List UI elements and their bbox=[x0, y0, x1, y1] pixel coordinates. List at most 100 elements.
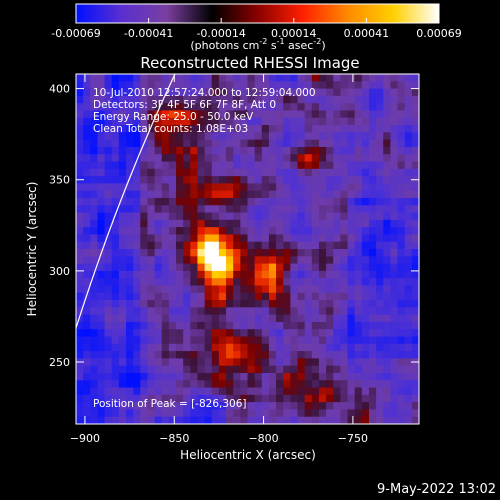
heatmap-cell bbox=[240, 372, 249, 381]
heatmap-cell bbox=[376, 285, 384, 294]
heatmap-cell bbox=[397, 263, 406, 272]
heatmap-cell bbox=[211, 241, 220, 250]
heatmap-cell bbox=[318, 190, 327, 199]
heatmap-cell bbox=[126, 402, 134, 411]
heatmap-cell bbox=[404, 161, 413, 170]
heatmap-cell bbox=[390, 343, 399, 352]
heatmap-cell bbox=[361, 161, 370, 170]
heatmap-cell bbox=[276, 358, 284, 367]
heatmap-cell bbox=[176, 103, 184, 112]
heatmap-cell bbox=[97, 117, 106, 126]
heatmap-cell bbox=[268, 88, 277, 97]
heatmap-cell bbox=[283, 285, 291, 294]
heatmap-cell bbox=[104, 234, 113, 243]
heatmap-cell bbox=[154, 409, 163, 418]
heatmap-cell bbox=[318, 256, 327, 265]
heatmap-cell bbox=[76, 117, 84, 126]
heatmap-cell bbox=[297, 314, 306, 323]
heatmap-cell bbox=[154, 176, 163, 184]
heatmap-cell bbox=[104, 307, 113, 316]
heatmap-cell bbox=[154, 358, 163, 367]
heatmap-cell bbox=[118, 125, 127, 133]
heatmap-cell bbox=[204, 81, 213, 90]
heatmap-cell bbox=[368, 270, 377, 279]
heatmap-cell bbox=[133, 74, 141, 82]
heatmap-cell bbox=[97, 343, 106, 352]
heatmap-cell bbox=[233, 358, 241, 367]
heatmap-cell bbox=[304, 409, 313, 418]
heatmap-cell bbox=[240, 103, 249, 112]
heatmap-cell bbox=[283, 234, 291, 243]
heatmap-cell bbox=[197, 329, 206, 338]
heatmap-cell bbox=[311, 372, 320, 381]
heatmap-cell bbox=[240, 402, 249, 411]
heatmap-cell bbox=[340, 146, 349, 155]
heatmap-cell bbox=[126, 387, 134, 396]
heatmap-cell bbox=[147, 249, 156, 257]
heatmap-cell bbox=[83, 321, 91, 330]
heatmap-cell bbox=[133, 321, 141, 330]
heatmap-cell bbox=[147, 154, 156, 163]
heatmap-cell bbox=[283, 314, 291, 323]
heatmap-cell bbox=[340, 219, 349, 228]
heatmap-cell bbox=[147, 110, 156, 119]
heatmap-cell bbox=[347, 402, 356, 411]
heatmap-cell bbox=[297, 256, 306, 265]
heatmap-cell bbox=[140, 365, 149, 374]
heatmap-cell bbox=[104, 380, 113, 389]
heatmap-cell bbox=[133, 161, 141, 170]
heatmap-cell bbox=[333, 285, 341, 294]
heatmap-cell bbox=[297, 95, 306, 104]
heatmap-cell bbox=[261, 387, 270, 396]
heatmap-cell bbox=[204, 234, 213, 243]
heatmap-cell bbox=[183, 190, 191, 199]
heatmap-cell bbox=[161, 358, 170, 367]
heatmap-cell bbox=[233, 343, 241, 352]
heatmap-cell bbox=[204, 139, 213, 148]
heatmap-cell bbox=[126, 95, 134, 104]
heatmap-cell bbox=[276, 329, 284, 338]
heatmap-cell bbox=[340, 183, 349, 192]
heatmap-cell bbox=[190, 394, 199, 403]
heatmap-cell bbox=[333, 365, 341, 374]
heatmap-cell bbox=[290, 132, 299, 141]
heatmap-cell bbox=[290, 336, 299, 345]
heatmap-cell bbox=[133, 270, 141, 279]
heatmap-cell bbox=[383, 241, 392, 250]
heatmap-cell bbox=[333, 103, 341, 112]
heatmap-cell bbox=[354, 146, 363, 155]
heatmap-cell bbox=[90, 372, 99, 381]
heatmap-cell bbox=[147, 416, 156, 424]
heatmap-cell bbox=[340, 197, 349, 206]
heatmap-cell bbox=[283, 154, 291, 163]
heatmap-cell bbox=[211, 380, 220, 389]
heatmap-cell bbox=[83, 74, 91, 82]
heatmap-cell bbox=[304, 117, 313, 126]
annotation-clean-counts: Clean Total counts: 1.08E+03 bbox=[93, 123, 248, 135]
heatmap-cell bbox=[126, 183, 134, 192]
heatmap-cell bbox=[290, 285, 299, 294]
heatmap-cell bbox=[126, 117, 134, 126]
heatmap-cell bbox=[276, 234, 284, 243]
heatmap-cell bbox=[118, 95, 127, 104]
heatmap-cell bbox=[390, 351, 399, 359]
annotation-energy-range: Energy Range: 25.0 - 50.0 keV bbox=[93, 111, 254, 123]
heatmap-cell bbox=[261, 81, 270, 90]
heatmap-cell bbox=[83, 249, 91, 257]
heatmap-cell bbox=[276, 88, 284, 97]
heatmap-cell bbox=[247, 270, 256, 279]
heatmap-cell bbox=[104, 161, 113, 170]
heatmap-cell bbox=[368, 234, 377, 243]
heatmap-cell bbox=[111, 95, 120, 104]
heatmap-cell bbox=[161, 249, 170, 257]
heatmap-cell bbox=[161, 95, 170, 104]
heatmap-cell bbox=[361, 205, 370, 214]
heatmap-cell bbox=[104, 74, 113, 82]
heatmap-cell bbox=[404, 416, 413, 424]
heatmap-cell bbox=[383, 146, 392, 155]
heatmap-cell bbox=[183, 285, 191, 294]
heatmap-cell bbox=[161, 314, 170, 323]
heatmap-cell bbox=[76, 329, 84, 338]
heatmap-cell bbox=[361, 146, 370, 155]
heatmap-cell bbox=[118, 161, 127, 170]
